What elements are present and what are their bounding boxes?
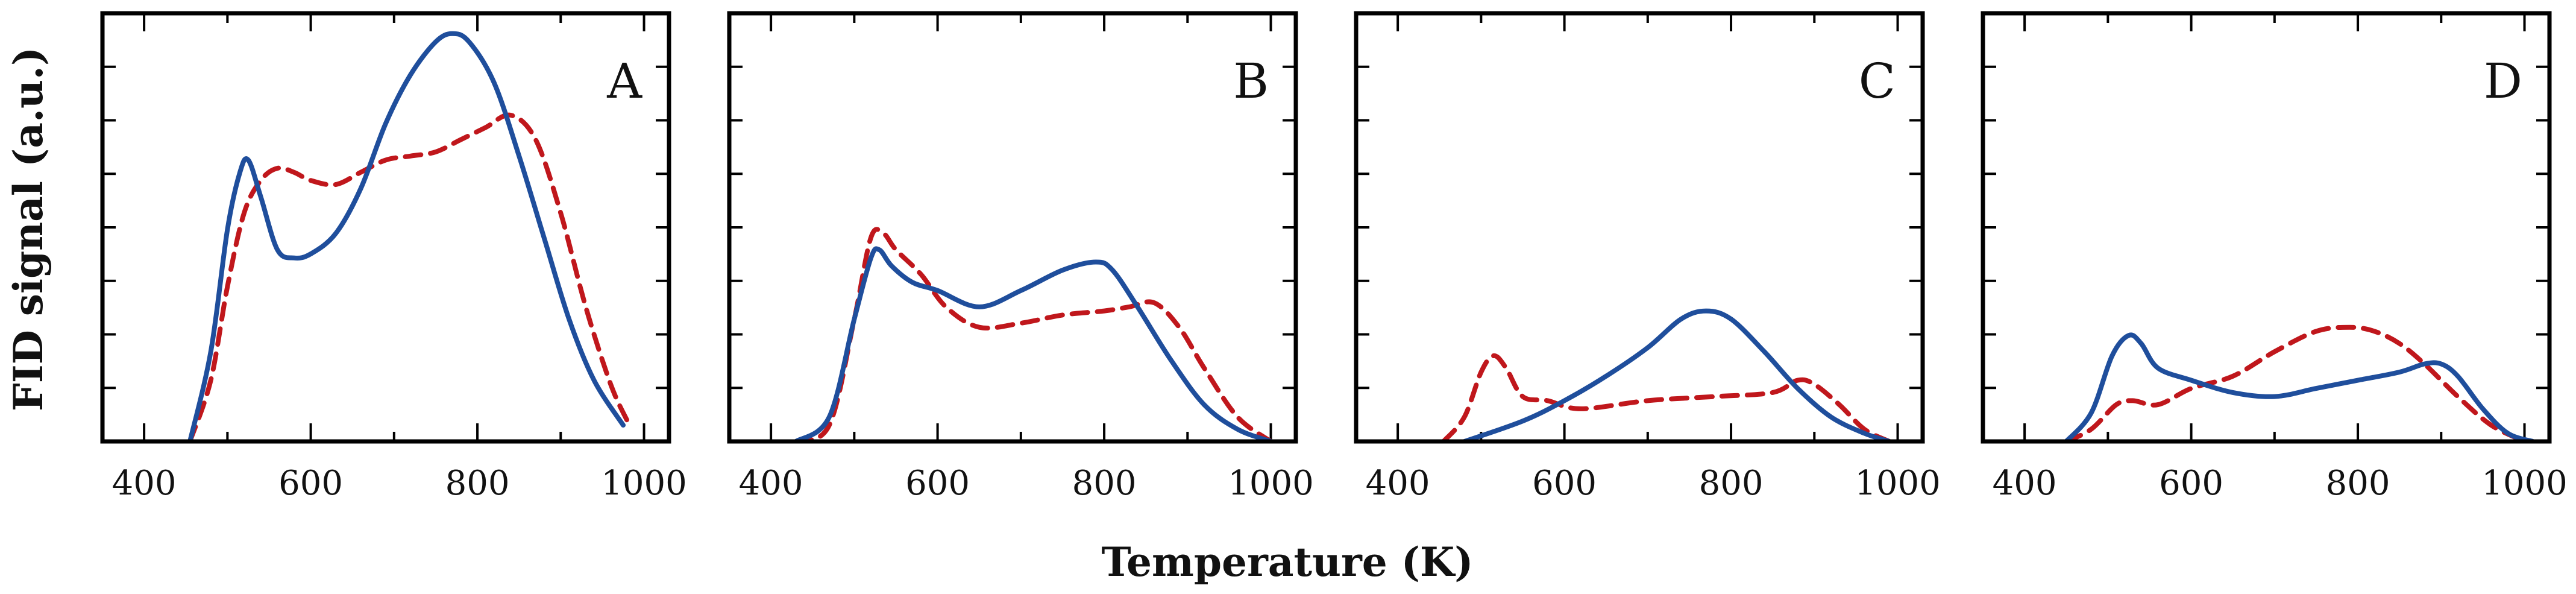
- panel-d: 400 600 800 1000 D: [1981, 11, 2568, 503]
- panel-label: C: [1859, 53, 1896, 109]
- panel-frame: [727, 11, 1298, 444]
- series-line-solid: [1462, 308, 1892, 441]
- series-line-dashed: [187, 112, 630, 441]
- y-axis-title: FID signal (a.u.): [5, 47, 52, 411]
- x-tick-label: 1000: [601, 464, 687, 503]
- panel-label: D: [2484, 53, 2522, 109]
- panel-label: A: [606, 53, 642, 109]
- x-tick-label: 600: [278, 464, 343, 503]
- series-line-solid: [187, 31, 626, 441]
- x-tick-label: 400: [1993, 464, 2057, 503]
- x-tick-label: 600: [2159, 464, 2223, 503]
- series-line-dashed: [793, 227, 1274, 441]
- x-tick-label: 1000: [2481, 464, 2568, 503]
- series-line-solid: [2064, 332, 2536, 441]
- x-tick-label: 400: [1366, 464, 1430, 503]
- x-tick-label: 800: [445, 464, 510, 503]
- panel-label: B: [1233, 53, 1269, 109]
- x-tick-label: 600: [905, 464, 970, 503]
- x-tick-label: 800: [1072, 464, 1137, 503]
- x-axis-title: Temperature (K): [1101, 539, 1473, 586]
- series-line-dashed: [1441, 353, 1892, 441]
- x-tick-label: 600: [1532, 464, 1597, 503]
- series-line-dashed: [2064, 324, 2527, 441]
- panel-b: 400 600 800 1000 B: [727, 11, 1314, 503]
- panel-c: 400 600 800 1000 C: [1354, 11, 1941, 503]
- x-tick-label: 1000: [1855, 464, 1941, 503]
- x-tick-label: 800: [1699, 464, 1764, 503]
- panel-frame: [1354, 11, 1925, 444]
- panel-a: 400 600 800 1000 A: [100, 11, 687, 503]
- x-tick-label: 1000: [1228, 464, 1314, 503]
- x-tick-label: 400: [739, 464, 803, 503]
- x-tick-label: 400: [112, 464, 177, 503]
- series-line-solid: [793, 246, 1274, 441]
- panel-frame: [1981, 11, 2552, 444]
- panel-frame: [100, 11, 671, 444]
- x-tick-label: 800: [2326, 464, 2390, 503]
